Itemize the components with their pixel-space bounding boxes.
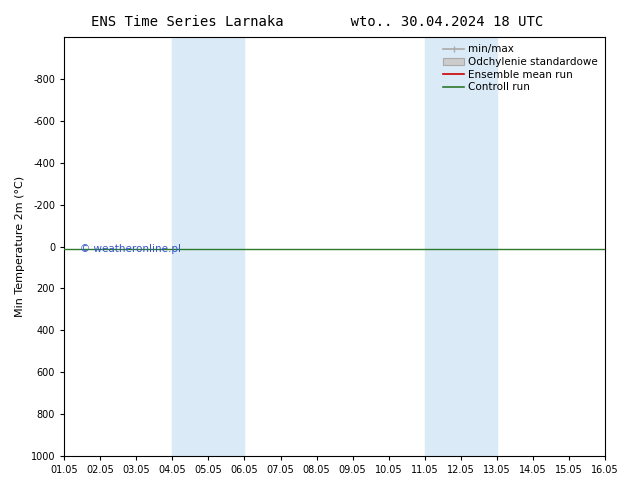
Bar	[425, 37, 497, 456]
Y-axis label: Min Temperature 2m (°C): Min Temperature 2m (°C)	[15, 176, 25, 317]
Legend: min/max, Odchylenie standardowe, Ensemble mean run, Controll run: min/max, Odchylenie standardowe, Ensembl…	[441, 42, 600, 94]
Bar	[172, 37, 245, 456]
Text: © weatheronline.pl: © weatheronline.pl	[81, 244, 181, 254]
Text: ENS Time Series Larnaka        wto.. 30.04.2024 18 UTC: ENS Time Series Larnaka wto.. 30.04.2024…	[91, 15, 543, 29]
